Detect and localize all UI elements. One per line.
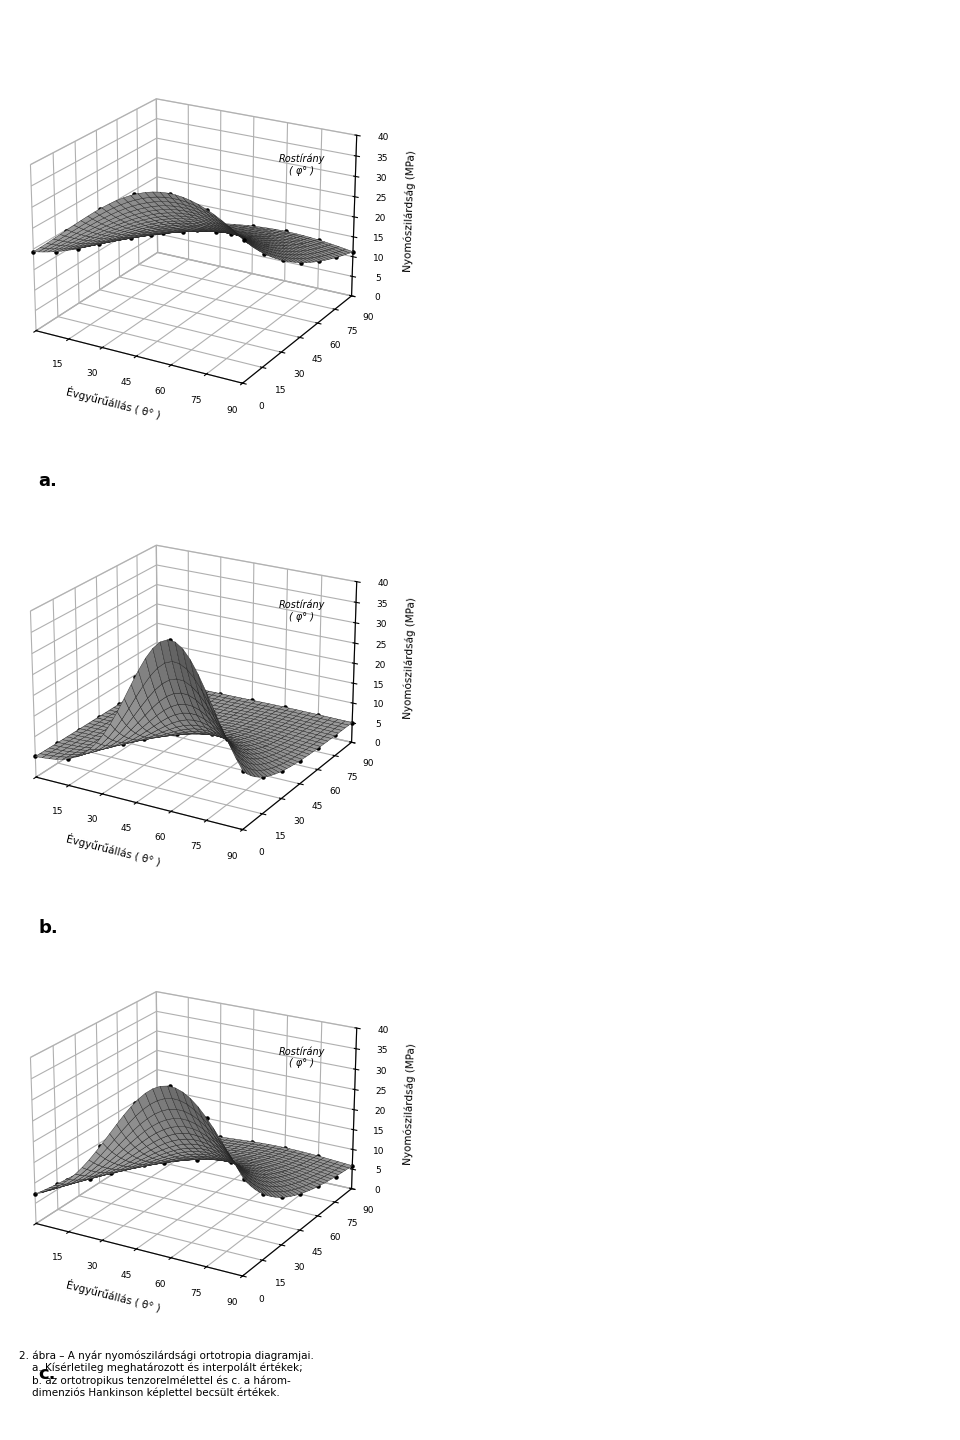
Text: 2. ábra – A nyár nyomószilárdsági ortotropia diagramjai.
    a. Kísérletileg meg: 2. ábra – A nyár nyomószilárdsági ortotr… [19,1351,314,1398]
Text: Rostírány
( φ° ): Rostírány ( φ° ) [278,600,324,622]
Text: Rostírány
( φ° ): Rostírány ( φ° ) [278,1047,324,1068]
Text: c.: c. [38,1365,56,1382]
Text: Rostírány
( φ° ): Rostírány ( φ° ) [278,154,324,176]
X-axis label: Évgyűrűállás ( θ° ): Évgyűrűállás ( θ° ) [65,386,161,420]
Text: b.: b. [38,919,59,937]
X-axis label: Évgyűrűállás ( θ° ): Évgyűrűállás ( θ° ) [65,832,161,867]
Text: a.: a. [38,472,58,490]
X-axis label: Évgyűrűállás ( θ° ): Évgyűrűállás ( θ° ) [65,1279,161,1313]
